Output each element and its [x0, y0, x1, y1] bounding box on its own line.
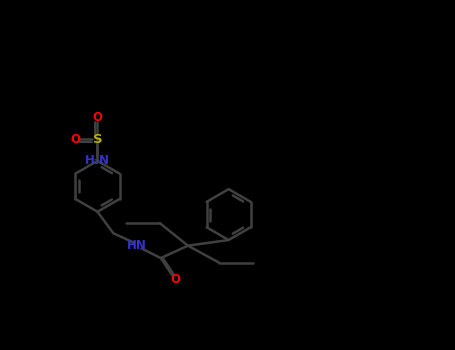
Text: O: O [70, 133, 80, 146]
Text: H₂N: H₂N [85, 154, 110, 167]
Text: HN: HN [127, 239, 147, 252]
Text: S: S [93, 133, 102, 146]
Text: O: O [92, 111, 102, 124]
Text: O: O [170, 273, 180, 286]
